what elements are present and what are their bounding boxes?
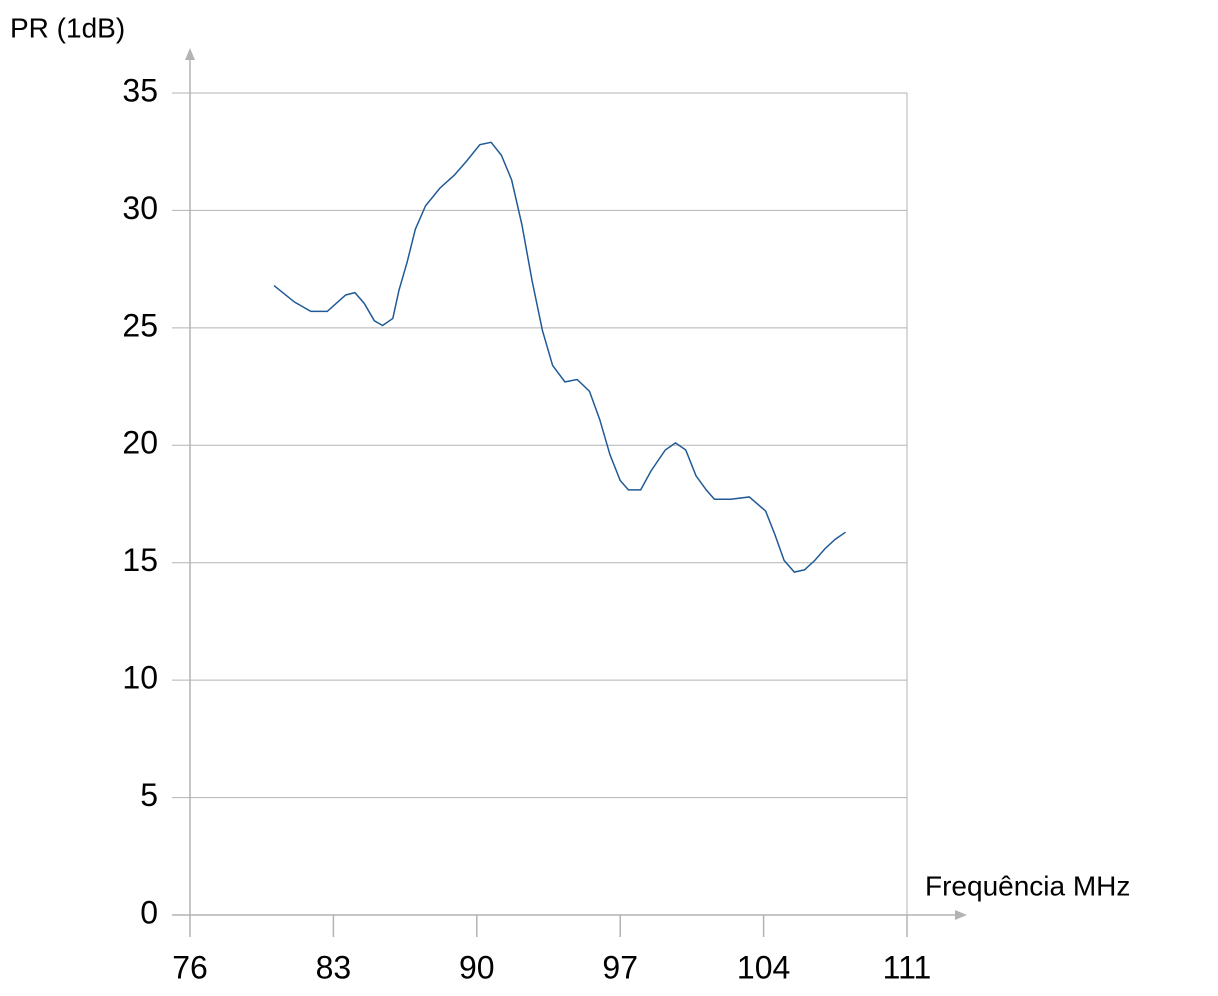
x-tick-label: 104 [737, 949, 790, 985]
y-tick-label: 10 [122, 660, 158, 696]
y-tick-label: 25 [122, 307, 158, 343]
y-tick-label: 35 [122, 72, 158, 108]
x-tick-label: 111 [883, 949, 932, 985]
y-axis-arrow [185, 48, 195, 60]
x-axis-title: Frequência MHz [925, 870, 1130, 901]
x-tick-label: 76 [172, 949, 208, 985]
x-tick-label: 97 [602, 949, 638, 985]
x-tick-label: 83 [316, 949, 352, 985]
data-line [273, 141, 846, 573]
y-tick-label: 20 [122, 425, 158, 461]
y-tick-label: 0 [140, 894, 158, 930]
y-tick-label: 5 [140, 777, 158, 813]
y-axis-title: PR (1dB) [10, 12, 125, 43]
x-axis-arrow [955, 910, 967, 920]
x-tick-label: 90 [459, 949, 495, 985]
y-tick-label: 15 [122, 542, 158, 578]
y-tick-label: 30 [122, 190, 158, 226]
